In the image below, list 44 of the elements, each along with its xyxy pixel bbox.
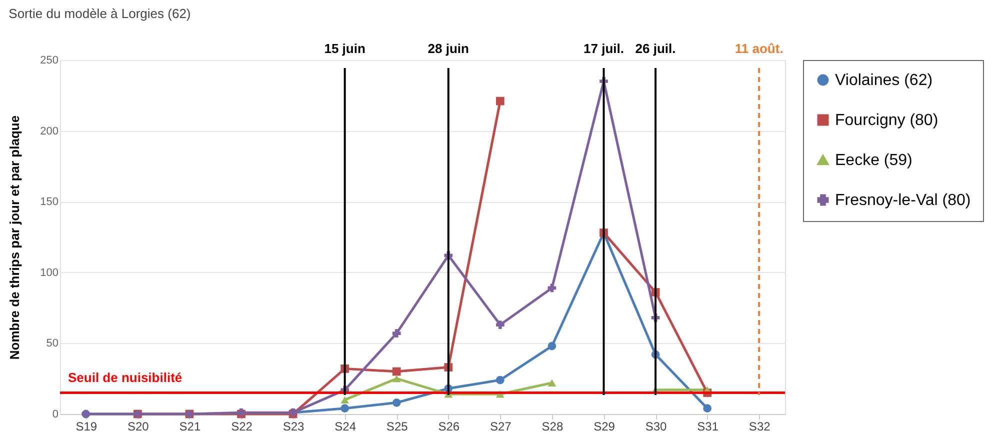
x-tick-label: S26 xyxy=(438,420,460,434)
point xyxy=(392,374,401,382)
ref-line-label: 28 juin xyxy=(428,41,470,56)
x-tick-label: S21 xyxy=(179,420,201,434)
ref-line-label: 26 juil. xyxy=(635,41,676,56)
point xyxy=(703,404,712,413)
legend-label: Fourcigny (80) xyxy=(835,112,938,129)
point xyxy=(392,329,401,338)
point xyxy=(548,342,556,350)
x-tick-label: S22 xyxy=(231,420,253,434)
point xyxy=(340,396,350,404)
ref-line-label: Seuil de nuisibilité xyxy=(68,370,182,385)
legend-label: Eecke (59) xyxy=(835,152,912,169)
y-tick-label: 250 xyxy=(40,54,58,66)
legend-label: Violaines (62) xyxy=(835,72,933,89)
x-tick-label: S30 xyxy=(645,420,668,434)
y-tick-label: 150 xyxy=(40,196,58,208)
y-tick-label: 100 xyxy=(40,266,58,279)
y-axis-title: Nombre de thrips par jour et par plaque xyxy=(7,115,22,360)
point xyxy=(392,367,401,376)
x-tick-label: S25 xyxy=(386,420,408,434)
x-tick-label: S28 xyxy=(542,420,564,434)
ref-line-label: 15 juin xyxy=(324,41,366,56)
x-tick-label: S19 xyxy=(76,420,98,434)
point xyxy=(392,398,401,407)
ref-line-label: 17 juil. xyxy=(584,41,624,56)
point xyxy=(496,96,504,106)
x-tick-label: S31 xyxy=(697,420,719,434)
y-tick-label: 50 xyxy=(46,338,58,350)
x-tick-label: S24 xyxy=(334,420,356,434)
point xyxy=(340,404,350,413)
x-tick-label: S23 xyxy=(282,420,305,434)
x-tick-label: S29 xyxy=(594,420,616,434)
point xyxy=(548,379,556,386)
legend-label: Fresnoy-le-Val (80) xyxy=(835,192,971,209)
point xyxy=(496,320,504,329)
x-tick-label: S27 xyxy=(490,420,512,434)
x-tick-label: S20 xyxy=(128,420,150,434)
ref-line-label: 11 août. xyxy=(734,41,784,56)
chart-title: Sortie du modèle à Lorgies (62) xyxy=(8,6,191,21)
x-tick-label: S32 xyxy=(748,420,771,434)
y-tick-label: 0 xyxy=(52,408,58,420)
y-tick-label: 200 xyxy=(40,125,58,138)
point xyxy=(496,376,504,384)
